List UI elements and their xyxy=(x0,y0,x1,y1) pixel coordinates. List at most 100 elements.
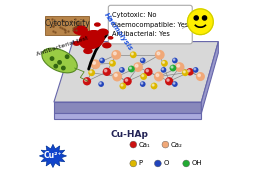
Circle shape xyxy=(167,79,169,81)
Circle shape xyxy=(183,71,185,73)
Ellipse shape xyxy=(102,42,112,48)
Circle shape xyxy=(173,59,175,60)
Circle shape xyxy=(85,79,87,81)
Circle shape xyxy=(170,65,176,71)
Ellipse shape xyxy=(73,41,80,46)
Text: Cu²⁺: Cu²⁺ xyxy=(44,151,62,160)
Circle shape xyxy=(93,61,96,64)
Ellipse shape xyxy=(108,36,113,40)
Ellipse shape xyxy=(83,48,93,54)
Circle shape xyxy=(140,58,146,63)
Circle shape xyxy=(88,69,95,76)
Circle shape xyxy=(90,71,92,73)
FancyBboxPatch shape xyxy=(108,5,192,44)
Circle shape xyxy=(182,69,189,76)
Circle shape xyxy=(183,160,190,167)
Circle shape xyxy=(203,16,207,20)
Circle shape xyxy=(103,68,111,76)
Circle shape xyxy=(177,64,179,67)
Circle shape xyxy=(99,83,101,84)
Circle shape xyxy=(58,61,61,64)
Circle shape xyxy=(50,57,54,60)
Circle shape xyxy=(146,70,148,72)
Polygon shape xyxy=(201,42,218,113)
Text: Haemolysis: Haemolysis xyxy=(103,12,134,52)
Circle shape xyxy=(99,58,105,63)
Circle shape xyxy=(54,64,57,68)
Circle shape xyxy=(141,83,143,84)
Circle shape xyxy=(112,72,122,81)
Circle shape xyxy=(113,52,116,55)
Ellipse shape xyxy=(79,30,105,50)
Circle shape xyxy=(161,60,168,67)
Circle shape xyxy=(186,68,194,76)
Circle shape xyxy=(156,74,159,77)
Circle shape xyxy=(172,58,178,63)
Circle shape xyxy=(130,67,131,69)
Ellipse shape xyxy=(97,29,109,36)
Circle shape xyxy=(140,73,147,80)
Circle shape xyxy=(98,81,104,87)
Circle shape xyxy=(125,79,128,81)
Circle shape xyxy=(119,67,125,73)
Circle shape xyxy=(128,66,135,72)
Circle shape xyxy=(175,62,184,72)
Circle shape xyxy=(91,59,100,69)
Circle shape xyxy=(142,75,144,77)
Circle shape xyxy=(120,68,122,70)
Circle shape xyxy=(135,64,138,67)
Polygon shape xyxy=(39,144,67,167)
Polygon shape xyxy=(54,102,201,113)
Circle shape xyxy=(130,51,137,58)
FancyBboxPatch shape xyxy=(45,16,89,35)
Circle shape xyxy=(188,9,213,35)
Text: Cytotoxicity: Cytotoxicity xyxy=(44,19,90,28)
Circle shape xyxy=(119,83,126,89)
Circle shape xyxy=(196,72,205,81)
Circle shape xyxy=(83,77,91,85)
FancyArrowPatch shape xyxy=(89,12,158,69)
Circle shape xyxy=(130,141,137,148)
Text: P: P xyxy=(139,160,143,167)
Circle shape xyxy=(163,61,164,63)
Circle shape xyxy=(162,141,169,148)
Circle shape xyxy=(130,160,137,167)
Polygon shape xyxy=(54,42,218,102)
Circle shape xyxy=(66,55,69,58)
Circle shape xyxy=(111,50,121,60)
Text: Ca₂: Ca₂ xyxy=(171,142,183,148)
Circle shape xyxy=(131,53,133,55)
Circle shape xyxy=(161,67,166,73)
Circle shape xyxy=(124,77,132,85)
Circle shape xyxy=(172,81,178,87)
Circle shape xyxy=(151,83,157,89)
Circle shape xyxy=(154,160,161,167)
Circle shape xyxy=(152,84,154,86)
Circle shape xyxy=(194,16,198,20)
Circle shape xyxy=(154,72,164,81)
Circle shape xyxy=(155,50,165,60)
Circle shape xyxy=(114,74,117,77)
Ellipse shape xyxy=(73,25,88,35)
Circle shape xyxy=(173,83,175,84)
Circle shape xyxy=(109,60,116,67)
Circle shape xyxy=(100,59,102,60)
Polygon shape xyxy=(54,113,201,119)
Circle shape xyxy=(133,62,143,72)
Circle shape xyxy=(111,61,112,63)
Circle shape xyxy=(162,68,163,70)
Circle shape xyxy=(171,66,173,68)
Circle shape xyxy=(62,66,65,70)
Circle shape xyxy=(104,70,107,72)
Text: Cu-HAp: Cu-HAp xyxy=(111,130,148,139)
Circle shape xyxy=(194,68,196,70)
Text: Ca₁: Ca₁ xyxy=(139,142,150,148)
Circle shape xyxy=(165,77,173,85)
Circle shape xyxy=(144,68,153,76)
Text: Cytotoxic: No
Haemocompatible: Yes
Antibacterial: Yes: Cytotoxic: No Haemocompatible: Yes Antib… xyxy=(112,12,189,37)
Circle shape xyxy=(121,84,123,86)
Ellipse shape xyxy=(94,22,101,27)
Text: O: O xyxy=(163,160,169,167)
Circle shape xyxy=(140,81,146,87)
Circle shape xyxy=(157,52,160,55)
